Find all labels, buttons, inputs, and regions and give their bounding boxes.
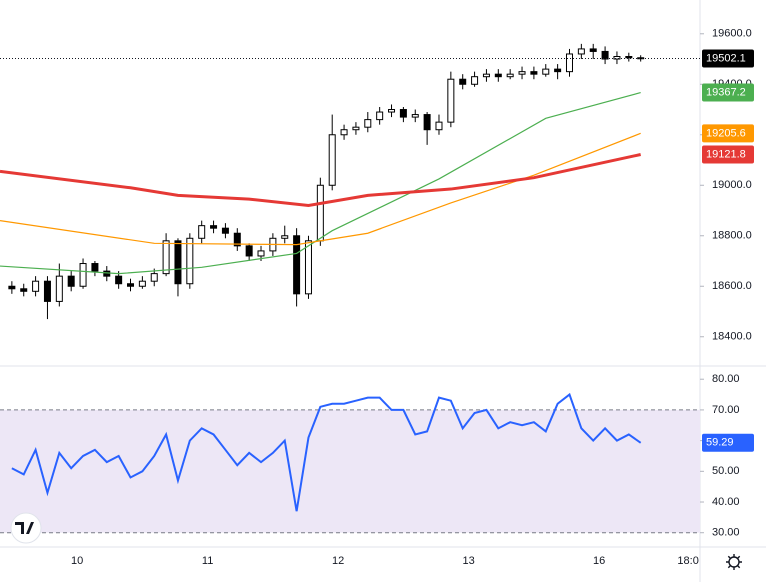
candle-body (138, 280, 146, 287)
candle-body (233, 232, 241, 247)
candle-body (399, 109, 407, 118)
candle-body (162, 240, 170, 275)
candle-body (494, 73, 502, 78)
candle-body (352, 126, 360, 131)
candle-body (577, 48, 585, 55)
candle-body (67, 275, 75, 287)
candle-body (506, 73, 514, 78)
candle-body (482, 73, 490, 78)
moving-average (0, 132, 641, 246)
candle-body (340, 129, 348, 136)
x-tick-label: 13 (463, 555, 475, 567)
y-tick-label: 18800.0 (712, 230, 752, 242)
candle-body (625, 55, 633, 59)
candle-body (542, 68, 550, 75)
candle-body (423, 114, 431, 131)
y-tick-label: 18400.0 (712, 331, 752, 343)
candle-body (304, 240, 312, 295)
x-tick-label: 16 (593, 555, 605, 567)
candle-body (328, 134, 336, 186)
candle-body (257, 250, 265, 257)
last-price: 19502.1 (706, 52, 746, 64)
candle-body (245, 245, 253, 257)
ma-last-value: 19367.2 (706, 86, 746, 98)
candle-body (518, 71, 526, 75)
y-tick-label: 80.00 (712, 373, 740, 385)
candle-body (55, 275, 63, 302)
x-tick-label: 11 (202, 555, 213, 567)
y-tick-label: 18600.0 (712, 280, 752, 292)
x-tick-label: 12 (332, 555, 344, 567)
rsi-band (0, 409, 700, 533)
ma-last-value-bg (702, 83, 754, 102)
candle-body (79, 263, 87, 287)
candle-body (20, 288, 28, 292)
candle-body (198, 225, 206, 239)
x-tick-label: 10 (71, 555, 83, 567)
y-tick-label: 19600.0 (712, 28, 752, 40)
candle-body (32, 280, 40, 292)
candle-body (293, 235, 301, 295)
ma-last-value-bg (702, 124, 754, 143)
moving-average (0, 153, 641, 207)
last-price-bg (702, 49, 754, 68)
logo[interactable] (10, 512, 42, 544)
candle-body (459, 78, 467, 85)
candle-body (613, 55, 621, 60)
y-tick-label: 40.00 (712, 496, 740, 508)
candle-body (530, 71, 538, 75)
candle-body (601, 50, 609, 60)
candle-body (174, 240, 182, 285)
candle-body (471, 76, 479, 85)
ma-last-value: 19121.8 (706, 148, 746, 160)
y-tick-label: 70.00 (712, 404, 740, 416)
candle-body (91, 263, 99, 272)
candle-body (8, 285, 16, 290)
x-tick-label: 18:0 (677, 555, 698, 567)
candle-body (281, 235, 289, 239)
rsi-last-value-bg (702, 433, 754, 452)
candle-body (210, 225, 218, 229)
y-tick-label: 19000.0 (712, 179, 752, 191)
candle-body (364, 119, 372, 128)
candle-body (637, 57, 645, 60)
candle-body (411, 114, 419, 118)
candle-body (589, 48, 597, 52)
candle-body (435, 121, 443, 131)
candle-body (221, 227, 229, 234)
candle-body (554, 68, 562, 73)
candle-body (115, 275, 123, 285)
rsi-last-value: 59.29 (706, 437, 734, 449)
candle-body (376, 111, 384, 121)
candle-body (565, 53, 573, 73)
candle-body (103, 270, 111, 277)
candle-body (127, 283, 135, 287)
candle-body (316, 184, 324, 242)
y-tick-label: 30.00 (712, 527, 740, 539)
ma-last-value-bg (702, 145, 754, 164)
settings-icon[interactable] (726, 554, 742, 570)
candle-body (43, 280, 51, 302)
y-tick-label: 50.00 (712, 465, 740, 477)
candle-body (150, 273, 158, 282)
candle-body (186, 237, 194, 285)
rsi-line (11, 392, 642, 512)
candle-body (447, 78, 455, 123)
ma-last-value: 19205.6 (706, 127, 746, 139)
candle-body (388, 109, 396, 113)
